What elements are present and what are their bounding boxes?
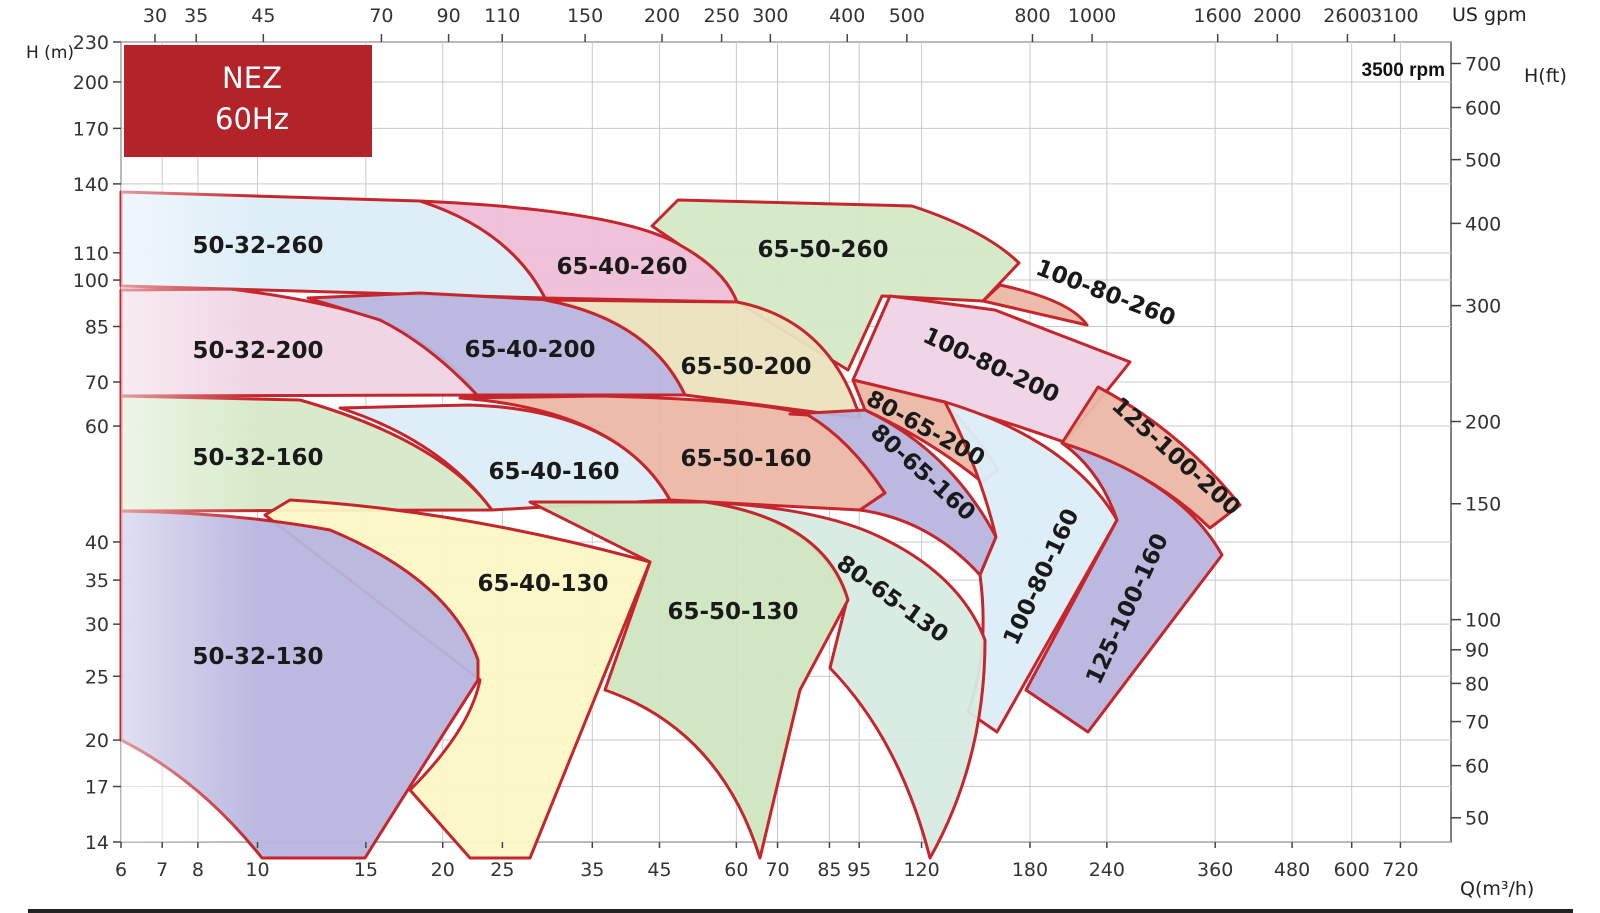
y-right-tick-label: 90 <box>1465 640 1489 662</box>
y-right-tick-label: 50 <box>1465 808 1489 830</box>
brand-box: NEZ 60Hz <box>124 45 372 157</box>
x-tick-label: 180 <box>1012 859 1048 881</box>
region-80-65-160 <box>788 408 998 577</box>
x-top-tick-label: 3100 <box>1370 5 1418 27</box>
brand-name: NEZ <box>222 61 282 95</box>
y-right-tick-label: 600 <box>1465 98 1501 120</box>
x-tick-label: 120 <box>903 859 939 881</box>
label-50-32-160: 50-32-160 <box>192 445 323 471</box>
x-top-tick-label: 35 <box>184 5 208 27</box>
y-tick-label: 230 <box>73 32 109 54</box>
y-tick-label: 140 <box>73 174 109 196</box>
x-top-tick-label: 1600 <box>1194 5 1242 27</box>
y-right-tick-label: 100 <box>1465 610 1501 632</box>
y-tick-label: 110 <box>73 243 109 265</box>
x-axis-bottom-ticks: 6 7 8 10 15 20 25 35 45 60 70 85 95 120 180 240 360 480 60… <box>115 842 1419 881</box>
label-50-32-200: 50-32-200 <box>192 338 323 364</box>
y-right-tick-label: 200 <box>1465 412 1501 434</box>
x-top-tick-label: 300 <box>752 5 788 27</box>
x-top-tick-label: 2600 <box>1323 5 1371 27</box>
brand-frequency: 60Hz <box>215 102 289 136</box>
x-top-tick-label: 1000 <box>1068 5 1116 27</box>
region-65-50-130 <box>528 500 850 860</box>
y-tick-label: 17 <box>85 777 109 799</box>
y-tick-label: 20 <box>85 730 109 752</box>
x-tick-label: 20 <box>431 859 455 881</box>
x-unit-top: US gpm <box>1452 4 1527 26</box>
x-tick-label: 6 <box>115 859 127 881</box>
x-top-tick-label: 30 <box>143 5 167 27</box>
x-top-tick-label: 400 <box>829 5 865 27</box>
x-tick-label: 60 <box>724 859 748 881</box>
y-right-tick-label: 400 <box>1465 213 1501 235</box>
y-unit-right: H(ft) <box>1524 65 1567 87</box>
left-fade <box>121 185 421 842</box>
y-tick-label: 35 <box>85 570 109 592</box>
x-tick-label: 240 <box>1089 859 1125 881</box>
label-50-32-130: 50-32-130 <box>192 644 323 670</box>
region-100-80-260 <box>981 283 1089 327</box>
y-tick-label: 60 <box>85 416 109 438</box>
rpm-label: 3500 rpm <box>1362 60 1445 81</box>
y-right-tick-label: 80 <box>1465 673 1489 695</box>
y-axis-left-ticks: 14 17 20 25 30 35 40 60 70 85 100 110 140 170 200 230 <box>73 32 121 854</box>
x-top-tick-label: 500 <box>889 5 925 27</box>
x-tick-label: 720 <box>1382 859 1418 881</box>
x-tick-label: 15 <box>354 859 378 881</box>
x-top-tick-label: 800 <box>1014 5 1050 27</box>
x-tick-label: 95 <box>847 859 871 881</box>
y-tick-label: 170 <box>73 118 109 140</box>
x-top-tick-label: 2000 <box>1253 5 1301 27</box>
region-125-100-160 <box>1024 441 1224 734</box>
y-tick-label: 40 <box>85 532 109 554</box>
label-65-40-260: 65-40-260 <box>556 254 687 280</box>
x-tick-label: 70 <box>765 859 789 881</box>
y-right-tick-label: 150 <box>1465 494 1501 516</box>
label-65-50-260: 65-50-260 <box>757 237 888 263</box>
y-tick-label: 14 <box>85 832 109 854</box>
footer-rule <box>28 909 1573 913</box>
y-right-tick-label: 60 <box>1465 756 1489 778</box>
label-65-50-160: 65-50-160 <box>680 446 811 472</box>
x-axis-top-ticks: 30 35 45 70 90 110 150 200 250 300 400 500 800 1000 16… <box>143 5 1419 42</box>
y-right-tick-label: 70 <box>1465 712 1489 734</box>
x-tick-label: 85 <box>817 859 841 881</box>
x-unit-bottom: Q(m³/h) <box>1460 878 1534 900</box>
label-65-40-200: 65-40-200 <box>464 337 595 363</box>
y-right-tick-label: 300 <box>1465 296 1501 318</box>
y-tick-label: 85 <box>85 317 109 339</box>
x-tick-label: 35 <box>580 859 604 881</box>
x-top-tick-label: 70 <box>369 5 393 27</box>
x-tick-label: 8 <box>192 859 204 881</box>
y-tick-label: 200 <box>73 72 109 94</box>
label-65-50-130: 65-50-130 <box>667 599 798 625</box>
x-tick-label: 45 <box>647 859 671 881</box>
x-top-tick-label: 90 <box>436 5 460 27</box>
x-top-tick-label: 250 <box>703 5 739 27</box>
y-axis-right-ticks: 50 60 70 80 90 100 150 200 300 400 500 600 700 <box>1451 53 1501 830</box>
label-65-40-130: 65-40-130 <box>477 571 608 597</box>
x-tick-label: 600 <box>1334 859 1370 881</box>
x-top-tick-label: 200 <box>644 5 680 27</box>
label-50-32-260: 50-32-260 <box>192 233 323 259</box>
y-unit-left: H (m) <box>26 43 74 63</box>
x-tick-label: 25 <box>490 859 514 881</box>
y-right-tick-label: 700 <box>1465 53 1501 75</box>
x-tick-label: 10 <box>245 859 269 881</box>
x-tick-label: 7 <box>156 859 168 881</box>
y-tick-label: 25 <box>85 666 109 688</box>
x-tick-label: 480 <box>1274 859 1310 881</box>
x-top-tick-label: 110 <box>484 5 520 27</box>
y-tick-label: 70 <box>85 372 109 394</box>
label-65-40-160: 65-40-160 <box>488 459 619 485</box>
x-tick-label: 360 <box>1197 859 1233 881</box>
label-65-50-200: 65-50-200 <box>680 354 811 380</box>
x-top-tick-label: 150 <box>567 5 603 27</box>
y-tick-label: 30 <box>85 614 109 636</box>
region-65-50-260 <box>650 198 1021 372</box>
y-tick-label: 100 <box>73 270 109 292</box>
x-top-tick-label: 45 <box>251 5 275 27</box>
y-right-tick-label: 500 <box>1465 150 1501 172</box>
